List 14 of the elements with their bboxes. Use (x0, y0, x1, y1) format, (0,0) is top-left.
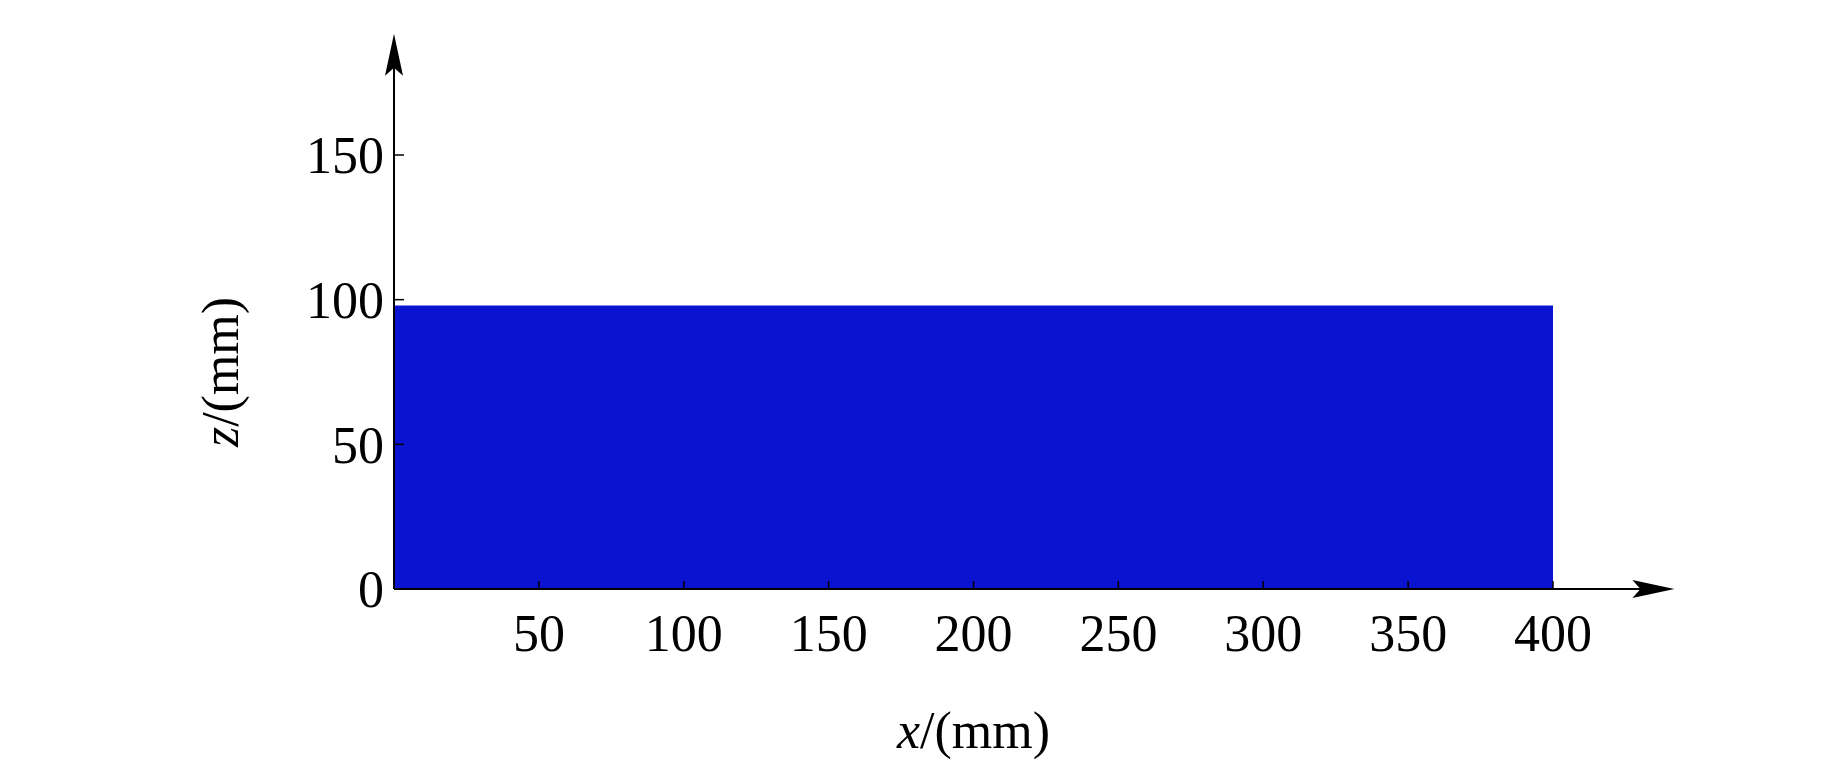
x-tick-label: 100 (644, 605, 723, 662)
y-tick-label: 0 (358, 561, 384, 619)
y-tick-label: 150 (306, 127, 384, 185)
y-axis-title: z/(mm) (192, 296, 250, 449)
x-tick-label: 200 (934, 605, 1013, 662)
x-axis-title: x/(mm) (895, 702, 1051, 760)
x-tick-label: 250 (1079, 605, 1158, 662)
x-tick-label: 300 (1224, 605, 1303, 662)
x-tick-label: 400 (1514, 605, 1592, 662)
x-tick-label: 350 (1369, 605, 1448, 662)
x-tick-label: 50 (512, 605, 565, 662)
y-tick-label: 50 (332, 416, 384, 474)
x-tick-label: 150 (789, 605, 868, 662)
y-tick-label: 100 (306, 271, 384, 329)
